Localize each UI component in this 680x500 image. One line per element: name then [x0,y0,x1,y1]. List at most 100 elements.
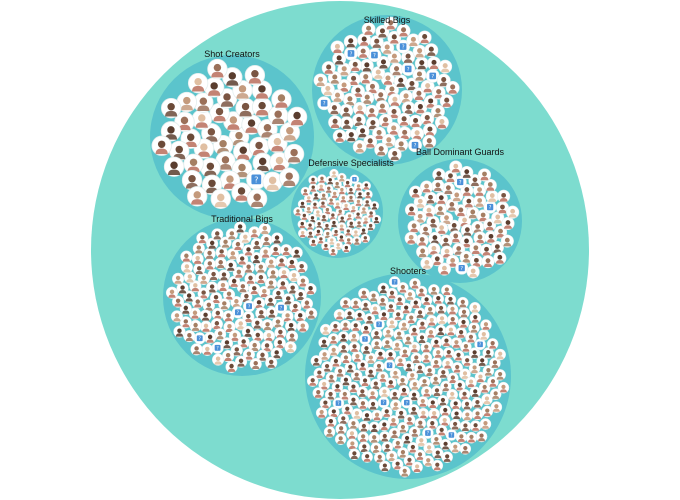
player-headshot-icon[interactable] [318,349,331,361]
player-headshot-icon[interactable] [341,403,354,416]
player-headshot-icon[interactable] [445,198,459,212]
player-headshot-icon[interactable] [465,431,478,444]
player-headshot-icon[interactable] [324,184,334,194]
player-headshot-icon[interactable] [313,73,328,88]
player-headshot-icon[interactable] [318,336,330,349]
player-headshot-icon[interactable] [240,290,253,304]
player-headshot-icon[interactable] [160,97,182,119]
player-headshot-icon[interactable] [289,300,302,314]
player-headshot-icon[interactable] [272,287,285,301]
player-headshot-icon[interactable] [440,335,453,348]
player-headshot-icon[interactable] [432,347,444,359]
player-headshot-icon[interactable] [392,438,404,450]
player-headshot-icon[interactable] [468,174,482,188]
player-headshot-icon[interactable] [206,281,219,294]
player-headshot-icon[interactable] [329,168,339,179]
player-headshot-icon[interactable] [375,100,390,115]
player-headshot-icon[interactable] [251,80,273,101]
player-headshot-icon[interactable] [449,419,461,431]
player-headshot-icon[interactable] [427,56,441,71]
player-headshot-icon[interactable] [359,205,369,215]
player-headshot-icon[interactable] [371,409,383,422]
player-headshot-icon[interactable] [189,280,202,293]
player-headshot-icon[interactable] [223,320,236,334]
player-headshot-icon[interactable] [169,140,190,162]
player-headshot-icon[interactable] [416,332,428,345]
player-headshot-icon[interactable] [437,395,449,407]
player-headshot-icon[interactable] [361,181,371,191]
player-headshot-icon[interactable] [423,365,436,378]
player-headshot-icon[interactable] [310,355,323,367]
player-headshot-icon[interactable] [477,168,492,182]
player-headshot-icon[interactable] [484,230,498,244]
player-headshot-icon[interactable] [386,450,398,463]
player-headshot-icon[interactable] [482,347,494,359]
player-headshot-icon[interactable] [337,79,352,93]
player-headshot-icon[interactable] [439,438,452,451]
player-headshot-icon[interactable] [466,206,480,220]
player-headshot-icon[interactable] [160,121,182,142]
player-headshot-icon[interactable] [295,261,308,274]
player-headshot-icon[interactable] [251,317,264,330]
player-headshot-icon[interactable] [377,371,389,383]
player-headshot-icon[interactable] [476,209,490,223]
player-headshot-icon[interactable] [412,87,426,102]
player-headshot-icon[interactable] [306,375,319,387]
player-headshot-icon[interactable] [412,68,427,82]
player-headshot-icon[interactable] [493,251,507,265]
player-headshot-icon[interactable] [460,166,474,180]
player-headshot-icon[interactable] [431,85,446,100]
cluster-shooters[interactable]: ?????????? Shooters [305,266,511,479]
player-headshot-icon[interactable] [443,170,458,184]
player-headshot-icon[interactable] [420,351,433,364]
player-headshot-icon[interactable] [461,398,473,411]
player-headshot-icon[interactable] [465,331,477,344]
player-headshot-icon[interactable] [391,458,404,471]
player-headshot-icon[interactable] [324,389,337,401]
player-headshot-icon[interactable] [410,352,423,365]
player-headshot-icon[interactable] [432,447,444,460]
player-headshot-icon[interactable] [334,433,347,445]
player-headshot-icon[interactable] [408,324,421,337]
player-headshot-icon[interactable] [428,231,442,246]
player-headshot-icon[interactable] [316,234,326,245]
player-headshot-icon[interactable] [468,322,480,334]
player-headshot-icon[interactable] [457,296,469,309]
player-headshot-icon[interactable] [475,430,488,443]
player-headshot-icon[interactable] [424,304,436,316]
player-headshot-icon[interactable] [346,219,356,229]
player-headshot-icon[interactable] [459,443,472,455]
player-headshot-icon[interactable] [172,272,185,285]
player-headshot-icon[interactable] [327,101,342,116]
player-headshot-icon[interactable] [387,93,402,108]
cluster-defensive-specialists[interactable]: ? Defensive Specialists [291,158,394,258]
player-headshot-icon[interactable] [343,308,356,321]
player-headshot-icon[interactable] [237,336,250,349]
player-headshot-icon[interactable] [486,338,499,350]
player-headshot-icon[interactable] [349,297,362,310]
missing-photo-icon[interactable]: ? [401,396,413,409]
player-headshot-icon[interactable] [439,234,453,248]
player-headshot-icon[interactable] [258,222,271,236]
player-headshot-icon[interactable] [431,179,445,193]
player-headshot-icon[interactable] [231,238,245,252]
player-headshot-icon[interactable] [260,340,274,353]
player-headshot-icon[interactable] [207,58,228,80]
player-headshot-icon[interactable] [254,261,267,274]
player-headshot-icon[interactable] [416,245,430,259]
player-headshot-icon[interactable] [465,376,477,389]
player-headshot-icon[interactable] [308,175,318,185]
player-headshot-icon[interactable] [381,441,394,453]
player-headshot-icon[interactable] [277,267,291,280]
player-headshot-icon[interactable] [459,420,472,433]
player-headshot-icon[interactable] [189,319,202,332]
player-headshot-icon[interactable] [352,139,367,154]
player-headshot-icon[interactable] [418,376,431,388]
player-headshot-icon[interactable] [364,104,379,119]
player-headshot-icon[interactable] [360,233,371,244]
player-headshot-icon[interactable] [494,225,508,239]
player-headshot-icon[interactable] [361,451,373,463]
player-headshot-icon[interactable] [199,309,212,322]
player-headshot-icon[interactable] [432,168,446,182]
player-headshot-icon[interactable] [358,287,370,300]
